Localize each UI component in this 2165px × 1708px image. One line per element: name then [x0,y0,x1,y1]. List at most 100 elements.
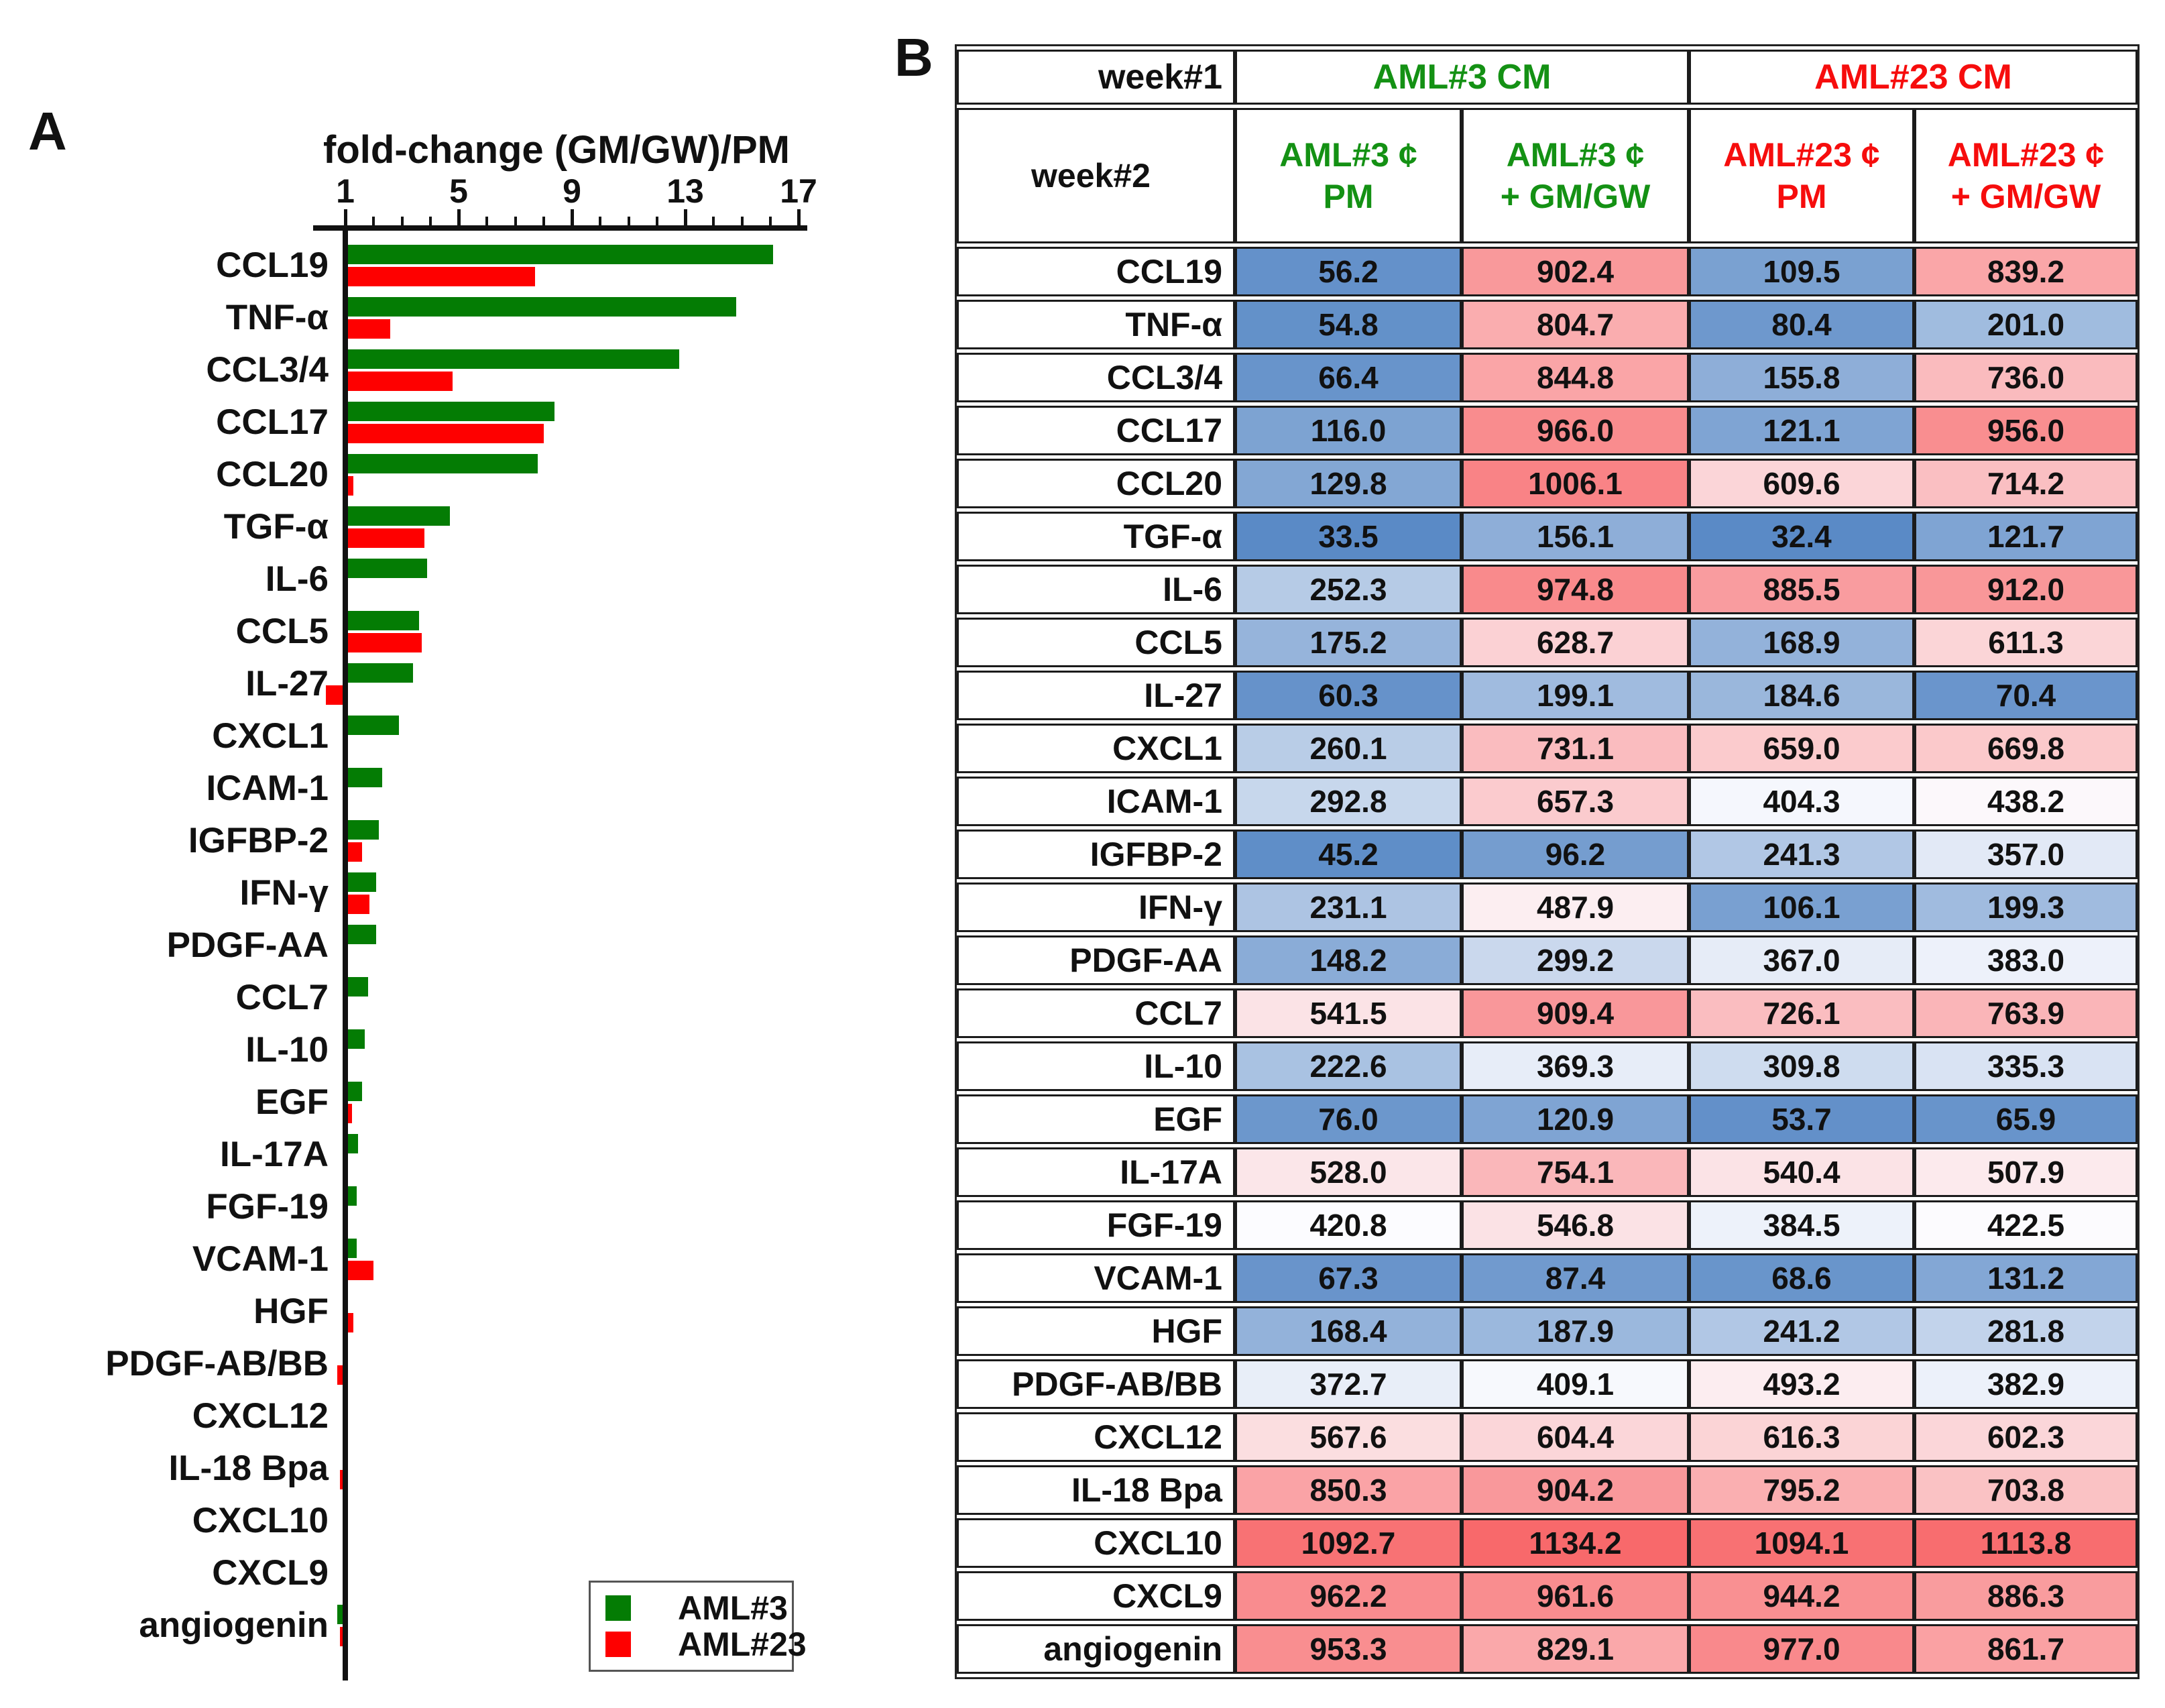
chart-category-label: IL-6 [265,559,329,599]
heat-cell: 703.8 [1914,1465,2138,1515]
heat-cell: 357.0 [1914,830,2138,879]
heat-cell: 763.9 [1914,988,2138,1038]
heat-cell: 67.3 [1235,1253,1462,1303]
x-axis-major-tick [570,209,574,225]
chart-category-label: CCL3/4 [206,350,329,390]
heat-cell: 70.4 [1914,671,2138,720]
heat-cell: 962.2 [1235,1571,1462,1621]
heat-cell: 528.0 [1235,1147,1462,1197]
table-row-label: IL-17A [957,1147,1235,1197]
aml23-swatch-icon [605,1632,631,1657]
chart-category-label: CCL17 [216,402,329,442]
table-column-header: AML#23 ¢ PM [1689,108,1914,243]
heat-cell: 66.4 [1235,353,1462,402]
chart-category-label: TGF-α [223,507,329,547]
bar-aml3 [348,768,382,787]
table-row: CCL7 541.5 909.4 726.1 763.9 [957,988,2138,1038]
heat-cell: 109.5 [1689,247,1914,296]
x-axis-tick-label: 5 [449,172,468,210]
panel-b-letter: B [894,27,933,87]
table-row-label: IL-27 [957,671,1235,720]
x-axis-minor-tick [740,217,744,225]
table-row-label: VCAM-1 [957,1253,1235,1303]
table-row: IGFBP-2 45.2 96.2 241.3 357.0 [957,830,2138,879]
heat-cell: 281.8 [1914,1306,2138,1356]
bar-aml3 [348,977,368,997]
heat-cell: 409.1 [1462,1359,1689,1409]
table-row: ICAM-1 292.8 657.3 404.3 438.2 [957,777,2138,826]
table-row: IL-18 Bpa 850.3 904.2 795.2 703.8 [957,1465,2138,1515]
table-row: PDGF-AA 148.2 299.2 367.0 383.0 [957,935,2138,985]
heat-cell: 369.3 [1462,1041,1689,1091]
table-row: CXCL1 260.1 731.1 659.0 669.8 [957,724,2138,773]
chart-category-label: IL-17A [220,1135,329,1174]
heatmap-table: week#1 AML#3 CM AML#23 CM week#2 AML#3 ¢ PM AM… [957,46,2138,1677]
heat-cell: 567.6 [1235,1412,1462,1462]
bar-aml3 [348,506,451,526]
bar-aml23 [348,424,544,443]
heat-cell: 609.6 [1689,459,1914,508]
heat-cell: 168.9 [1689,618,1914,667]
legend-item: AML#3 [605,1591,788,1625]
bar-aml3 [348,454,538,473]
bar-aml3 [348,925,377,944]
x-axis-minor-tick [514,217,517,225]
chart-category-label: CCL5 [235,612,329,651]
table-row: EGF 76.0 120.9 53.7 65.9 [957,1094,2138,1144]
table-row-label: CXCL10 [957,1518,1235,1568]
heat-cell: 45.2 [1235,830,1462,879]
heat-cell: 541.5 [1235,988,1462,1038]
heat-cell: 628.7 [1462,618,1689,667]
heat-cell: 96.2 [1462,830,1689,879]
bar-aml23 [348,842,363,862]
table-row-label: CCL17 [957,406,1235,455]
bar-aml23 [325,685,343,705]
heat-cell: 60.3 [1235,671,1462,720]
heat-cell: 1092.7 [1235,1518,1462,1568]
legend-item: AML#23 [605,1628,807,1661]
heat-cell: 795.2 [1689,1465,1914,1515]
heat-cell: 121.1 [1689,406,1914,455]
heat-cell: 487.9 [1462,883,1689,932]
chart-category-label: IFN-γ [239,873,329,913]
table-row: angiogenin 953.3 829.1 977.0 861.7 [957,1624,2138,1674]
heat-cell: 956.0 [1914,406,2138,455]
bar-aml23 [348,1104,353,1123]
heat-cell: 1094.1 [1689,1518,1914,1568]
heat-cell: 714.2 [1914,459,2138,508]
chart-category-label: FGF-19 [206,1187,329,1227]
heat-cell: 241.2 [1689,1306,1914,1356]
heatmap-table-wrapper: week#1 AML#3 CM AML#23 CM week#2 AML#3 ¢ PM AM… [955,44,2140,1679]
table-corner-week1: week#1 [957,50,1235,105]
heat-cell: 187.9 [1462,1306,1689,1356]
x-axis-minor-tick [542,217,545,225]
heat-cell: 116.0 [1235,406,1462,455]
chart-category-label: TNF-α [225,298,329,337]
heat-cell: 53.7 [1689,1094,1914,1144]
x-axis-minor-tick [372,217,375,225]
bar-aml23 [348,633,422,652]
table-row-label: CCL19 [957,247,1235,296]
heat-cell: 87.4 [1462,1253,1689,1303]
heat-cell: 65.9 [1914,1094,2138,1144]
table-row: PDGF-AB/BB 372.7 409.1 493.2 382.9 [957,1359,2138,1409]
bar-aml3 [348,1186,357,1206]
table-row: CCL20 129.8 1006.1 609.6 714.2 [957,459,2138,508]
heat-cell: 912.0 [1914,565,2138,614]
bar-aml3 [348,349,680,369]
table-row-label: IL-10 [957,1041,1235,1091]
bar-aml3 [348,1239,357,1258]
heat-cell: 199.1 [1462,671,1689,720]
bar-aml3 [348,663,414,683]
table-column-header: AML#3 ¢ PM [1235,108,1462,243]
heat-cell: 438.2 [1914,777,2138,826]
bar-aml23 [348,1313,354,1332]
bar-aml3 [348,297,736,317]
table-row-label: IL-6 [957,565,1235,614]
heat-cell: 829.1 [1462,1624,1689,1674]
table-column-header: AML#23 ¢ + GM/GW [1914,108,2138,243]
table-row: CCL17 116.0 966.0 121.1 956.0 [957,406,2138,455]
x-axis-tick-label: 1 [336,172,355,210]
heat-cell: 199.3 [1914,883,2138,932]
table-row-label: IL-18 Bpa [957,1465,1235,1515]
